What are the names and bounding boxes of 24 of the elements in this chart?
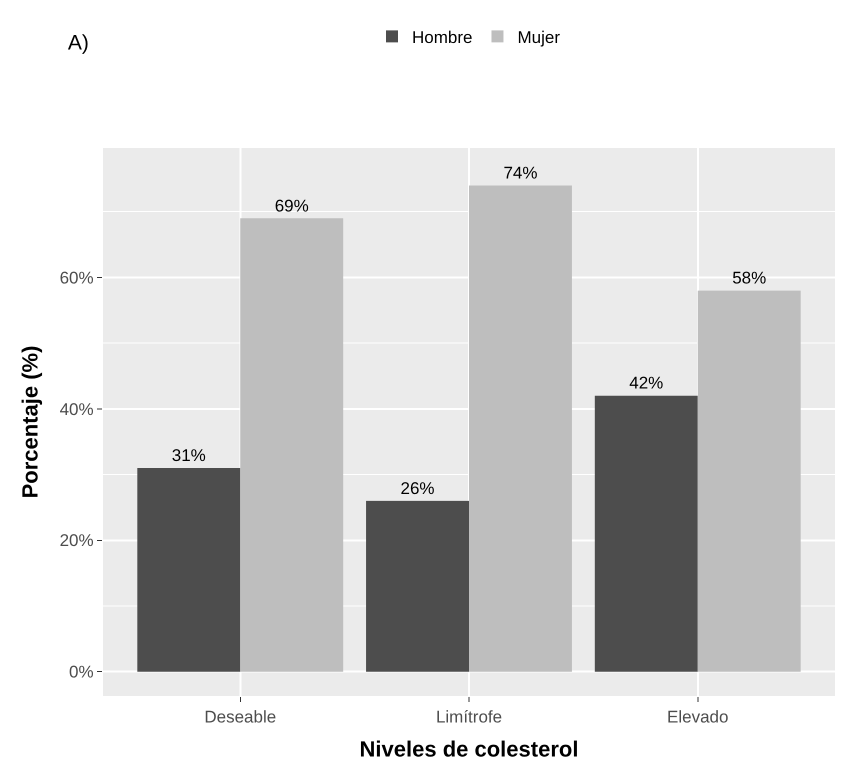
data-label: 31% (172, 446, 206, 465)
data-label: 58% (732, 268, 766, 288)
x-tick-label: Limítrofe (436, 707, 502, 726)
bar (469, 185, 572, 672)
y-tick-label: 40% (60, 400, 94, 419)
data-label: 74% (503, 163, 538, 182)
chart-title: A) (68, 31, 89, 54)
x-tick-label: Elevado (667, 707, 728, 726)
y-tick-label: 0% (69, 662, 94, 682)
x-tick-label: Deseable (204, 707, 276, 726)
y-axis-title: Porcentaje (%) (17, 346, 42, 498)
x-axis-title: Niveles de colesterol (360, 736, 578, 762)
bar (366, 500, 469, 672)
bar (137, 468, 240, 672)
data-label: 42% (629, 374, 664, 393)
bar (240, 218, 344, 672)
y-tick-label: 60% (60, 268, 94, 288)
data-label: 69% (274, 196, 309, 216)
legend-label: Mujer (517, 28, 560, 48)
y-tick-label: 20% (60, 531, 94, 550)
data-label: 26% (400, 478, 435, 498)
legend-label: Hombre (412, 28, 472, 48)
bar (594, 396, 698, 672)
bar (698, 290, 801, 672)
